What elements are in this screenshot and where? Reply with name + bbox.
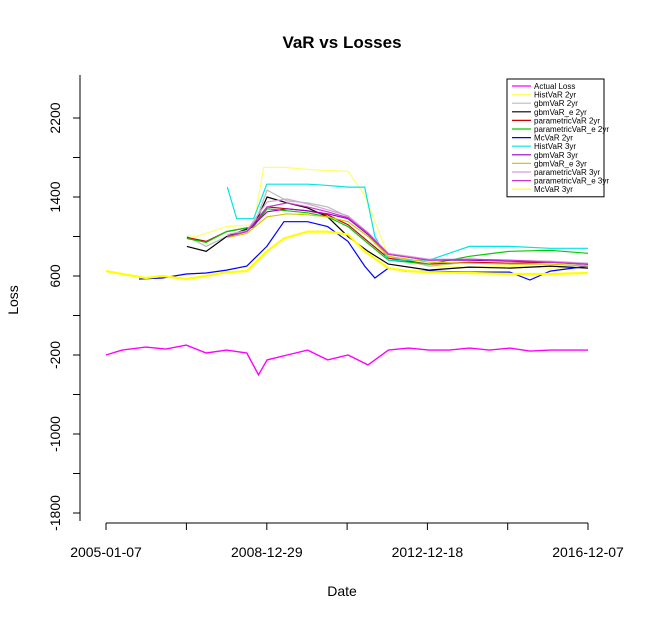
y-tick-label: -1800: [47, 495, 63, 531]
legend-entry: gbmVaR 2yr: [534, 99, 578, 108]
legend-entry: parametricVaR 2yr: [534, 116, 600, 125]
x-tick-label: 2012-12-18: [392, 544, 464, 560]
legend-entry: McVaR 3yr: [534, 185, 573, 194]
chart-title: VaR vs Losses: [282, 33, 401, 52]
plot-area: [105, 166, 589, 377]
axes: -1800 -1000 -200 600 1400 2200 2005-01-07 2008-…: [47, 75, 624, 560]
series-line-13: [105, 230, 589, 281]
series-line-2: [186, 166, 589, 269]
x-axis-label: Date: [327, 583, 357, 599]
legend-entry: HistVaR 3yr: [534, 142, 576, 151]
series-line-12: [227, 202, 589, 265]
y-tick-label: 600: [47, 264, 63, 288]
legend-entry: HistVaR 2yr: [534, 91, 576, 100]
series-line-10: [227, 213, 589, 267]
x-tick-label: 2016-12-07: [552, 544, 624, 560]
legend-entry: parametricVaR 3yr: [534, 168, 600, 177]
legend-entry: Actual Loss: [534, 82, 575, 91]
series-line-9: [227, 208, 589, 265]
legend-entry: McVaR 2yr: [534, 134, 573, 143]
series-line-6: [186, 208, 589, 265]
y-tick-label: -200: [47, 341, 63, 369]
legend-entry: gbmVaR_e 2yr: [534, 108, 587, 117]
y-axis-label: Loss: [5, 285, 21, 315]
series-line-8: [226, 183, 588, 261]
y-tick-label: -1000: [47, 416, 63, 452]
x-tick-label: 2005-01-07: [70, 544, 142, 560]
series-line-1: [105, 344, 588, 377]
y-tick-label: 2200: [47, 102, 63, 133]
legend-entry: gbmVaR 3yr: [534, 151, 578, 160]
series-line-7: [138, 221, 589, 281]
legend-entry: parametricVaR_e 3yr: [534, 177, 609, 186]
x-tick-label: 2008-12-29: [231, 544, 303, 560]
legend-entry: gbmVaR_e 3yr: [534, 159, 587, 168]
y-tick-label: 1400: [47, 181, 63, 212]
legend-entry: parametricVaR_e 2yr: [534, 125, 609, 134]
